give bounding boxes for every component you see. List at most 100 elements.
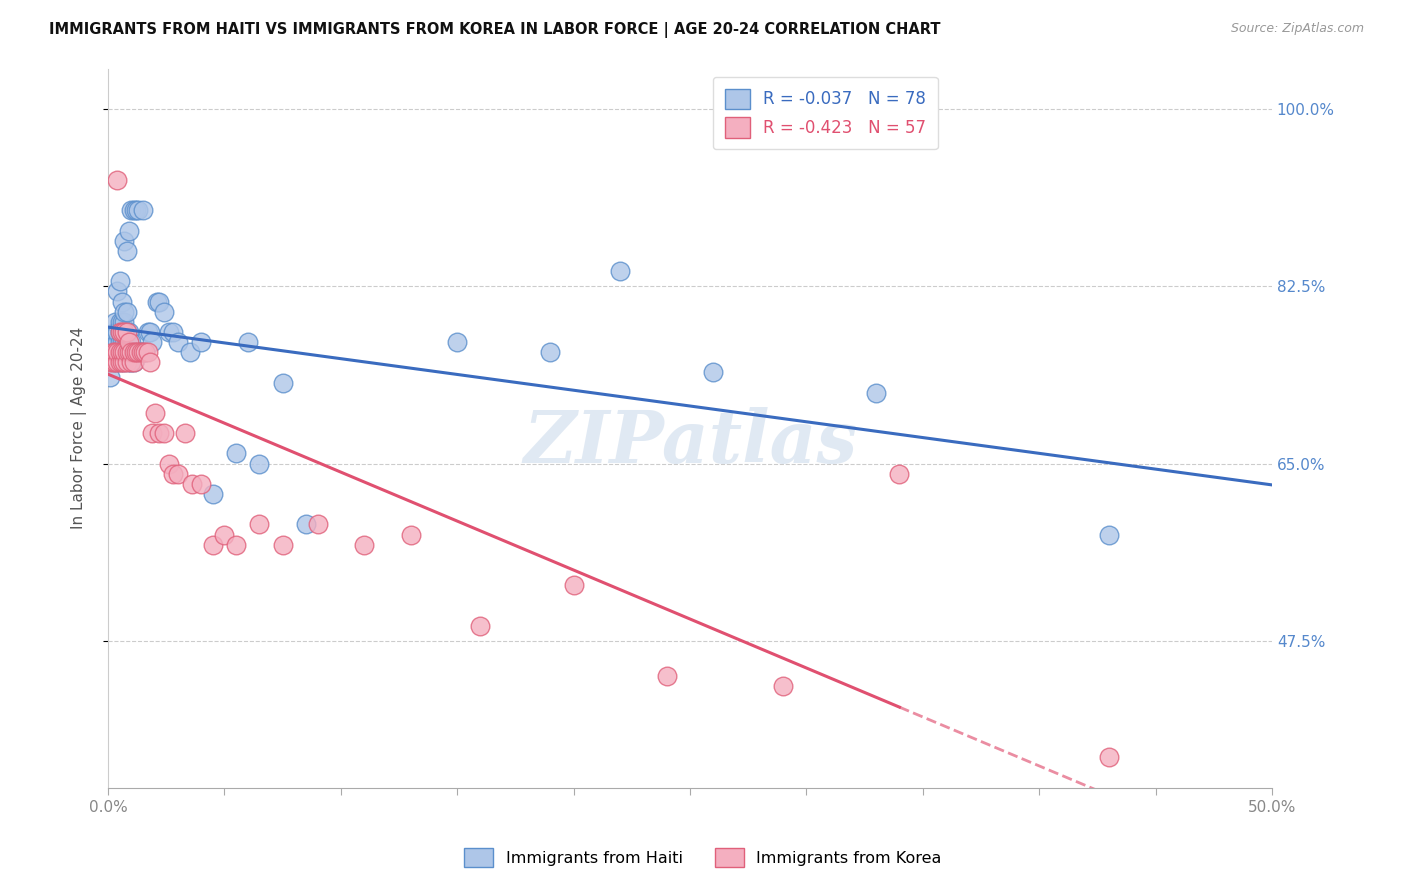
Point <box>214 527 236 541</box>
Point <box>122 355 145 369</box>
Point <box>111 355 134 369</box>
Point <box>179 345 201 359</box>
Point <box>120 355 142 369</box>
Point <box>353 538 375 552</box>
Point <box>125 345 148 359</box>
Point <box>153 426 176 441</box>
Point <box>148 426 170 441</box>
Point <box>129 345 152 359</box>
Point <box>104 345 127 359</box>
Point <box>115 334 138 349</box>
Point <box>118 224 141 238</box>
Point <box>108 334 131 349</box>
Point <box>105 334 128 349</box>
Point <box>112 355 135 369</box>
Point <box>112 334 135 349</box>
Point <box>104 315 127 329</box>
Point <box>136 345 159 359</box>
Point <box>112 234 135 248</box>
Point <box>101 345 124 359</box>
Point <box>105 173 128 187</box>
Point <box>132 345 155 359</box>
Point <box>104 355 127 369</box>
Point <box>100 355 122 369</box>
Point <box>127 345 149 359</box>
Point <box>108 355 131 369</box>
Point <box>120 355 142 369</box>
Point <box>865 385 887 400</box>
Point <box>104 325 127 339</box>
Point <box>1098 527 1121 541</box>
Point <box>225 446 247 460</box>
Point <box>115 244 138 258</box>
Point <box>108 345 131 359</box>
Point <box>118 345 141 359</box>
Point <box>105 345 128 359</box>
Point <box>111 325 134 339</box>
Point <box>108 325 131 339</box>
Point <box>115 345 138 359</box>
Point <box>118 334 141 349</box>
Point <box>111 315 134 329</box>
Point <box>112 345 135 359</box>
Point <box>609 264 631 278</box>
Point <box>104 345 127 359</box>
Point <box>201 538 224 552</box>
Point <box>111 345 134 359</box>
Point <box>162 325 184 339</box>
Legend: Immigrants from Haiti, Immigrants from Korea: Immigrants from Haiti, Immigrants from K… <box>457 839 949 875</box>
Point <box>132 345 155 359</box>
Point <box>139 355 162 369</box>
Point <box>101 345 124 359</box>
Point <box>470 618 492 632</box>
Point <box>112 315 135 329</box>
Point <box>143 406 166 420</box>
Point <box>562 578 585 592</box>
Point <box>125 345 148 359</box>
Point <box>101 355 124 369</box>
Point <box>115 355 138 369</box>
Point <box>190 476 212 491</box>
Point <box>112 325 135 339</box>
Point <box>112 325 135 339</box>
Point <box>108 355 131 369</box>
Point <box>105 345 128 359</box>
Y-axis label: In Labor Force | Age 20-24: In Labor Force | Age 20-24 <box>72 327 87 529</box>
Point <box>115 345 138 359</box>
Point <box>104 355 127 369</box>
Point <box>271 538 294 552</box>
Point <box>148 294 170 309</box>
Point <box>129 345 152 359</box>
Point <box>122 203 145 218</box>
Point <box>162 467 184 481</box>
Point <box>108 315 131 329</box>
Point <box>104 334 127 349</box>
Point <box>108 325 131 339</box>
Point <box>101 350 124 364</box>
Point <box>157 325 180 339</box>
Point <box>105 285 128 299</box>
Text: Source: ZipAtlas.com: Source: ZipAtlas.com <box>1230 22 1364 36</box>
Point <box>111 294 134 309</box>
Point <box>141 426 163 441</box>
Point <box>141 334 163 349</box>
Point <box>118 325 141 339</box>
Point <box>399 527 422 541</box>
Point <box>122 345 145 359</box>
Point <box>271 376 294 390</box>
Point <box>538 345 561 359</box>
Text: ZIPatlas: ZIPatlas <box>523 407 858 478</box>
Point <box>307 517 329 532</box>
Point <box>1098 750 1121 764</box>
Point <box>112 345 135 359</box>
Point <box>247 517 270 532</box>
Point <box>889 467 911 481</box>
Point <box>153 304 176 318</box>
Point <box>125 203 148 218</box>
Point <box>112 304 135 318</box>
Point <box>127 203 149 218</box>
Point <box>146 294 169 309</box>
Point <box>167 467 190 481</box>
Point <box>201 487 224 501</box>
Point <box>122 345 145 359</box>
